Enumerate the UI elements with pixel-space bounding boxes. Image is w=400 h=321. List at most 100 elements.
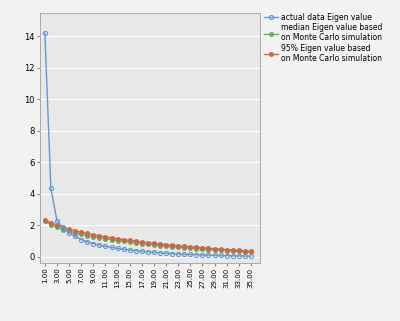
actual data Eigen value (218, 254, 223, 257)
95% Eigen value based
on Monte Carlo simulation (218, 247, 223, 251)
actual data Eigen value (91, 242, 96, 246)
median Eigen value based
on Monte Carlo simulation (146, 242, 150, 246)
actual data Eigen value (79, 238, 84, 241)
actual data Eigen value (212, 253, 217, 257)
actual data Eigen value (164, 251, 168, 255)
actual data Eigen value (146, 250, 150, 254)
median Eigen value based
on Monte Carlo simulation (230, 249, 235, 253)
actual data Eigen value (236, 254, 241, 258)
actual data Eigen value (176, 252, 180, 256)
actual data Eigen value (200, 253, 205, 257)
95% Eigen value based
on Monte Carlo simulation (206, 246, 211, 250)
median Eigen value based
on Monte Carlo simulation (158, 244, 162, 247)
actual data Eigen value (42, 31, 47, 35)
95% Eigen value based
on Monte Carlo simulation (42, 218, 47, 222)
median Eigen value based
on Monte Carlo simulation (121, 239, 126, 243)
95% Eigen value based
on Monte Carlo simulation (48, 221, 53, 224)
actual data Eigen value (188, 253, 193, 256)
median Eigen value based
on Monte Carlo simulation (85, 234, 90, 238)
Line: median Eigen value based
on Monte Carlo simulation: median Eigen value based on Monte Carlo … (43, 220, 253, 254)
actual data Eigen value (152, 250, 156, 254)
95% Eigen value based
on Monte Carlo simulation (73, 229, 78, 233)
median Eigen value based
on Monte Carlo simulation (42, 220, 47, 223)
actual data Eigen value (127, 248, 132, 252)
95% Eigen value based
on Monte Carlo simulation (146, 241, 150, 245)
95% Eigen value based
on Monte Carlo simulation (97, 234, 102, 238)
actual data Eigen value (67, 230, 72, 234)
median Eigen value based
on Monte Carlo simulation (48, 223, 53, 227)
median Eigen value based
on Monte Carlo simulation (218, 248, 223, 252)
median Eigen value based
on Monte Carlo simulation (164, 244, 168, 248)
median Eigen value based
on Monte Carlo simulation (236, 249, 241, 253)
Line: 95% Eigen value based
on Monte Carlo simulation: 95% Eigen value based on Monte Carlo sim… (43, 218, 253, 253)
actual data Eigen value (182, 252, 187, 256)
95% Eigen value based
on Monte Carlo simulation (212, 247, 217, 251)
actual data Eigen value (115, 247, 120, 250)
median Eigen value based
on Monte Carlo simulation (248, 250, 253, 254)
Line: actual data Eigen value: actual data Eigen value (43, 31, 253, 258)
actual data Eigen value (140, 249, 144, 253)
95% Eigen value based
on Monte Carlo simulation (91, 233, 96, 237)
95% Eigen value based
on Monte Carlo simulation (152, 241, 156, 245)
median Eigen value based
on Monte Carlo simulation (54, 225, 59, 229)
actual data Eigen value (61, 226, 66, 230)
95% Eigen value based
on Monte Carlo simulation (158, 242, 162, 246)
95% Eigen value based
on Monte Carlo simulation (230, 248, 235, 252)
actual data Eigen value (103, 245, 108, 248)
actual data Eigen value (48, 187, 53, 190)
95% Eigen value based
on Monte Carlo simulation (85, 231, 90, 235)
actual data Eigen value (242, 254, 247, 258)
median Eigen value based
on Monte Carlo simulation (79, 232, 84, 236)
median Eigen value based
on Monte Carlo simulation (61, 228, 66, 231)
95% Eigen value based
on Monte Carlo simulation (67, 227, 72, 231)
median Eigen value based
on Monte Carlo simulation (242, 250, 247, 254)
95% Eigen value based
on Monte Carlo simulation (109, 236, 114, 240)
95% Eigen value based
on Monte Carlo simulation (170, 243, 174, 247)
median Eigen value based
on Monte Carlo simulation (152, 243, 156, 247)
95% Eigen value based
on Monte Carlo simulation (103, 235, 108, 239)
median Eigen value based
on Monte Carlo simulation (109, 238, 114, 241)
Legend: actual data Eigen value, median Eigen value based
on Monte Carlo simulation, 95%: actual data Eigen value, median Eigen va… (264, 13, 382, 63)
actual data Eigen value (121, 247, 126, 251)
actual data Eigen value (109, 246, 114, 249)
median Eigen value based
on Monte Carlo simulation (127, 240, 132, 244)
median Eigen value based
on Monte Carlo simulation (67, 229, 72, 233)
95% Eigen value based
on Monte Carlo simulation (54, 223, 59, 227)
95% Eigen value based
on Monte Carlo simulation (248, 249, 253, 253)
actual data Eigen value (224, 254, 229, 257)
median Eigen value based
on Monte Carlo simulation (224, 249, 229, 253)
actual data Eigen value (194, 253, 199, 257)
95% Eigen value based
on Monte Carlo simulation (61, 225, 66, 229)
actual data Eigen value (170, 252, 174, 256)
median Eigen value based
on Monte Carlo simulation (206, 247, 211, 251)
95% Eigen value based
on Monte Carlo simulation (121, 238, 126, 241)
actual data Eigen value (85, 240, 90, 244)
95% Eigen value based
on Monte Carlo simulation (176, 244, 180, 248)
95% Eigen value based
on Monte Carlo simulation (188, 245, 193, 249)
median Eigen value based
on Monte Carlo simulation (115, 239, 120, 242)
actual data Eigen value (133, 249, 138, 253)
median Eigen value based
on Monte Carlo simulation (97, 236, 102, 240)
median Eigen value based
on Monte Carlo simulation (188, 246, 193, 250)
95% Eigen value based
on Monte Carlo simulation (164, 243, 168, 247)
median Eigen value based
on Monte Carlo simulation (182, 246, 187, 249)
95% Eigen value based
on Monte Carlo simulation (79, 230, 84, 234)
95% Eigen value based
on Monte Carlo simulation (224, 248, 229, 252)
95% Eigen value based
on Monte Carlo simulation (236, 248, 241, 252)
median Eigen value based
on Monte Carlo simulation (200, 247, 205, 251)
median Eigen value based
on Monte Carlo simulation (140, 242, 144, 246)
median Eigen value based
on Monte Carlo simulation (91, 235, 96, 239)
95% Eigen value based
on Monte Carlo simulation (182, 244, 187, 248)
median Eigen value based
on Monte Carlo simulation (170, 245, 174, 248)
95% Eigen value based
on Monte Carlo simulation (242, 249, 247, 253)
95% Eigen value based
on Monte Carlo simulation (115, 237, 120, 241)
actual data Eigen value (97, 243, 102, 247)
95% Eigen value based
on Monte Carlo simulation (140, 240, 144, 244)
95% Eigen value based
on Monte Carlo simulation (200, 246, 205, 250)
median Eigen value based
on Monte Carlo simulation (176, 245, 180, 249)
actual data Eigen value (158, 251, 162, 255)
actual data Eigen value (230, 254, 235, 258)
median Eigen value based
on Monte Carlo simulation (212, 248, 217, 252)
median Eigen value based
on Monte Carlo simulation (133, 241, 138, 245)
actual data Eigen value (73, 235, 78, 239)
